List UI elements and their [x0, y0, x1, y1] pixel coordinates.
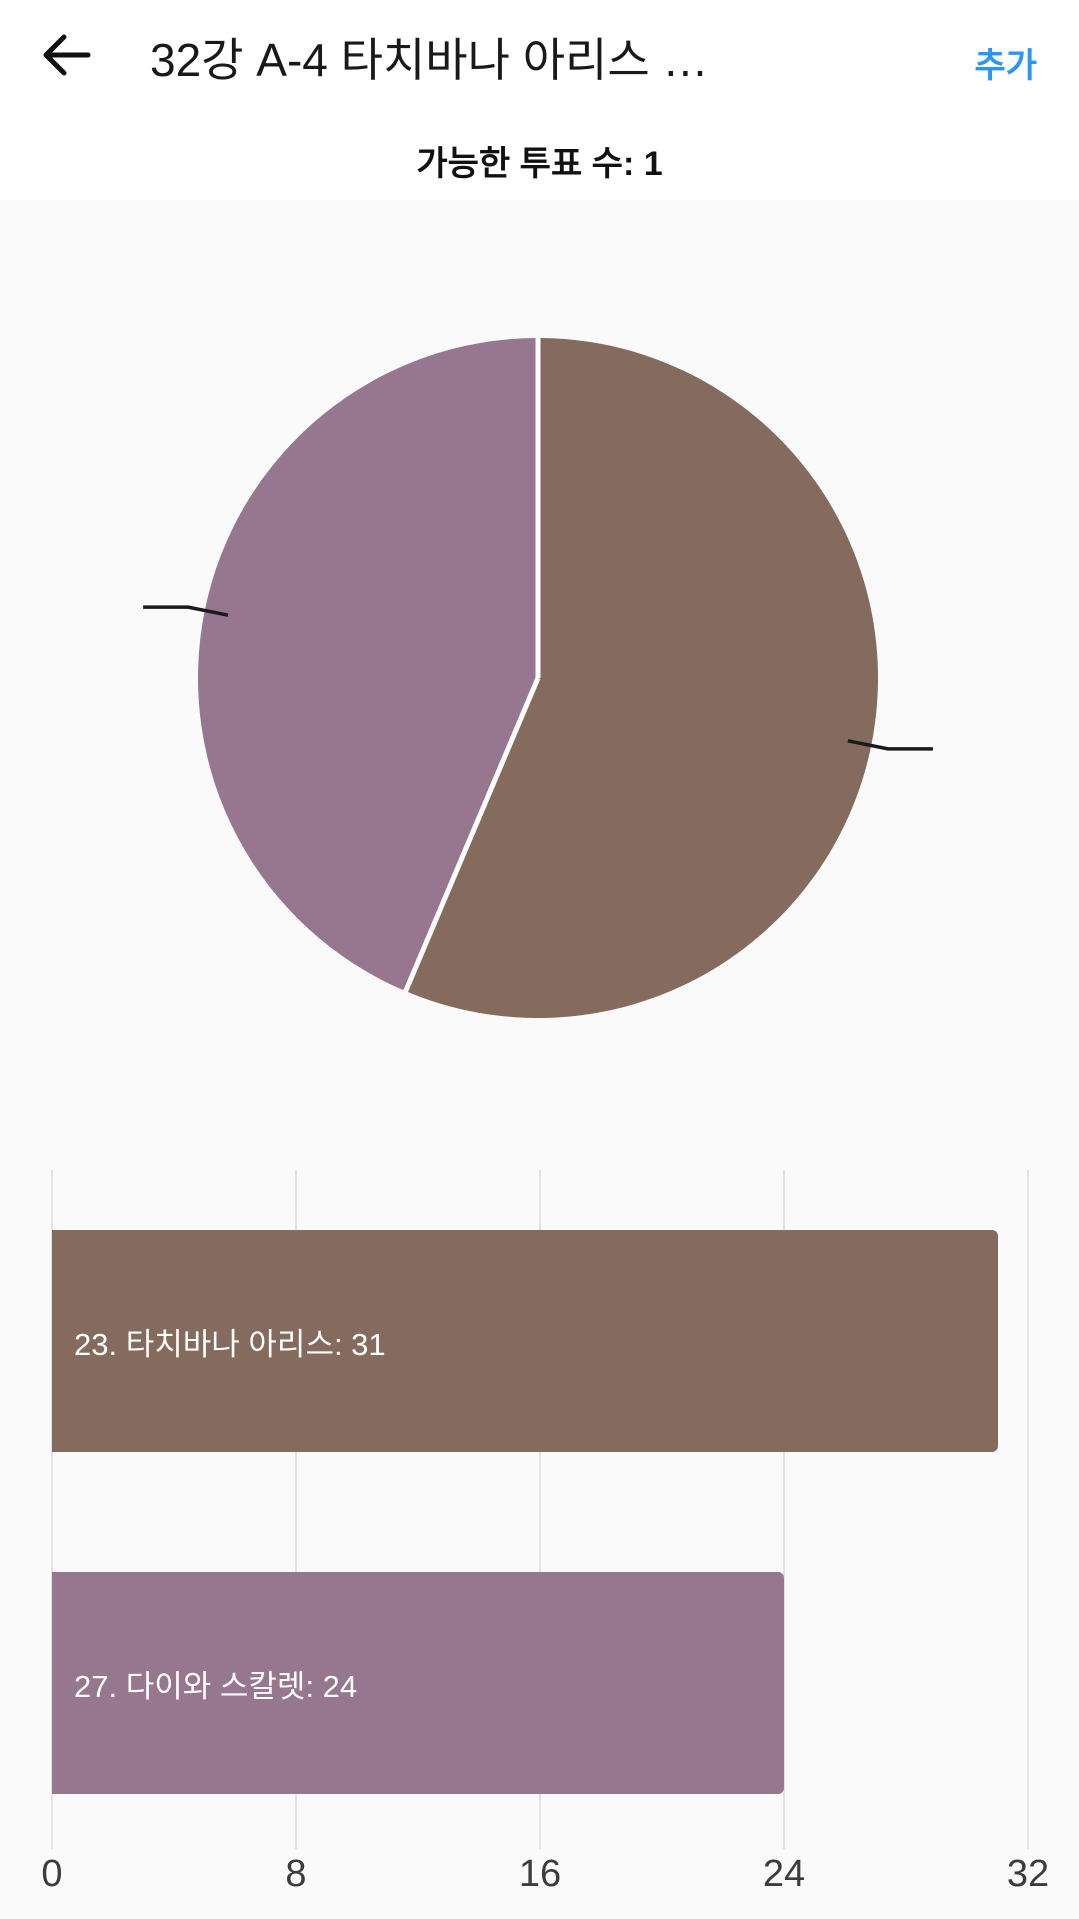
gridline-x-8 — [295, 1170, 297, 1849]
pie-slice-0[interactable] — [405, 338, 878, 1018]
gridline-x-0 — [51, 1170, 53, 1849]
gridline-x-24 — [783, 1170, 785, 1849]
x-tick-label-0: 0 — [41, 1853, 63, 1895]
bar-option-1[interactable]: 27. 다이와 스칼렛: 24 — [52, 1572, 784, 1794]
app-header: 32강 A-4 타치바나 아리스 … 추가 가능한 투표 수: 1 — [0, 0, 1079, 200]
x-tick-label-32: 32 — [1006, 1853, 1050, 1895]
x-tick-label-8: 8 — [285, 1853, 307, 1895]
x-tick-label-24: 24 — [762, 1853, 806, 1895]
gridline-x-16 — [539, 1170, 541, 1849]
pie-slice-1[interactable] — [197, 338, 539, 992]
page-title: 32강 A-4 타치바나 아리스 … — [150, 34, 709, 86]
available-votes-text: 가능한 투표 수: 1 — [416, 145, 663, 183]
bar-chart: 0 8 16 24 32 23. 타치바나 아리스: 31 27. 다이와 스칼렛: 24 — [0, 1170, 1079, 1919]
pie-chart — [143, 338, 933, 1018]
arrow-left-icon — [38, 34, 94, 86]
bar-label: 27. 다이와 스칼렛: 24 — [74, 1668, 358, 1704]
bar-option-0[interactable]: 23. 타치바나 아리스: 31 — [52, 1230, 998, 1452]
gridline-x-32 — [1027, 1170, 1029, 1849]
pie-callout-line — [143, 605, 229, 617]
add-button[interactable]: 추가 — [974, 38, 1037, 87]
back-button[interactable] — [36, 26, 96, 86]
pie-slice-divider — [403, 677, 541, 993]
pie-callout-line — [847, 739, 933, 751]
bar-label: 23. 타치바나 아리스: 31 — [74, 1326, 386, 1362]
x-tick-label-16: 16 — [518, 1853, 562, 1895]
